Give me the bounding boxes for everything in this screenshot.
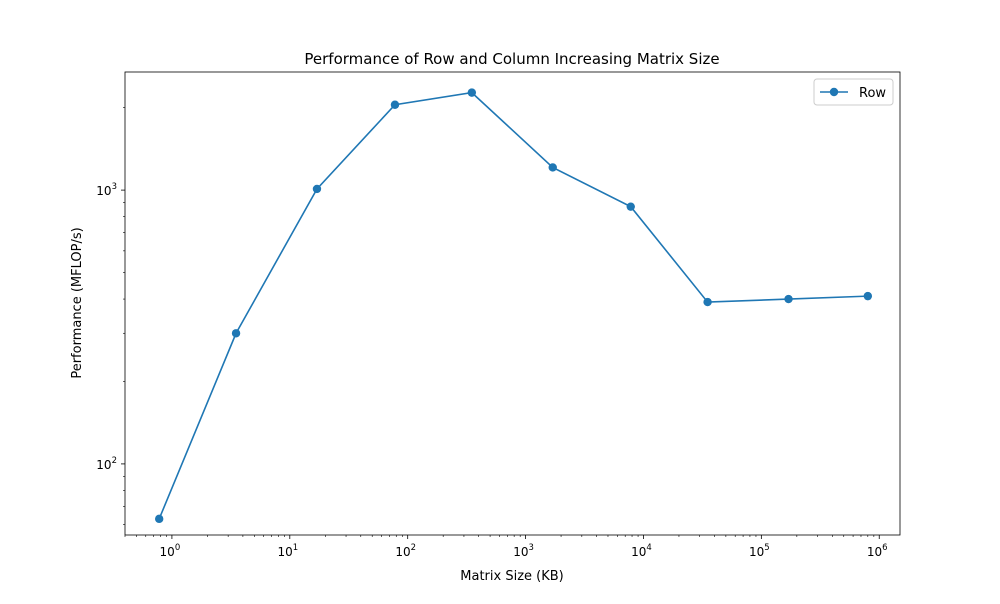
data-point [626,202,635,211]
data-point [784,294,793,304]
x-tick-label: 103 [513,543,534,559]
x-tick-label: 100 [160,543,181,559]
chart-title: Performance of Row and Column Increasing… [304,50,719,68]
legend: Row [813,78,894,106]
x-tick-label: 102 [395,543,416,559]
legend-label: Row [859,86,886,101]
data-point [312,184,322,194]
data-point [154,514,164,524]
series-line-row [158,91,868,520]
data-point [703,297,712,307]
x-axis-label: Matrix Size (KB) [460,569,563,584]
data-point [863,291,873,301]
y-tick-label: 103 [96,182,117,198]
axes-frame [124,71,901,536]
axes: 100 101 102 103 104 105 106 102 103 Row [96,71,901,559]
legend-box [813,78,894,106]
legend-marker [829,87,839,97]
plot-area [125,72,900,535]
data-point [390,100,400,109]
x-tick-label: 106 [867,543,888,559]
x-tick-label: 104 [631,543,652,559]
data-point [467,88,477,97]
data-point [548,163,557,172]
data-point [231,329,241,338]
x-tick-label: 101 [277,543,298,559]
y-tick-label: 102 [96,456,117,472]
y-axis-label: Performance (MFLOP/s) [70,227,85,378]
x-tick-label: 105 [749,543,770,559]
